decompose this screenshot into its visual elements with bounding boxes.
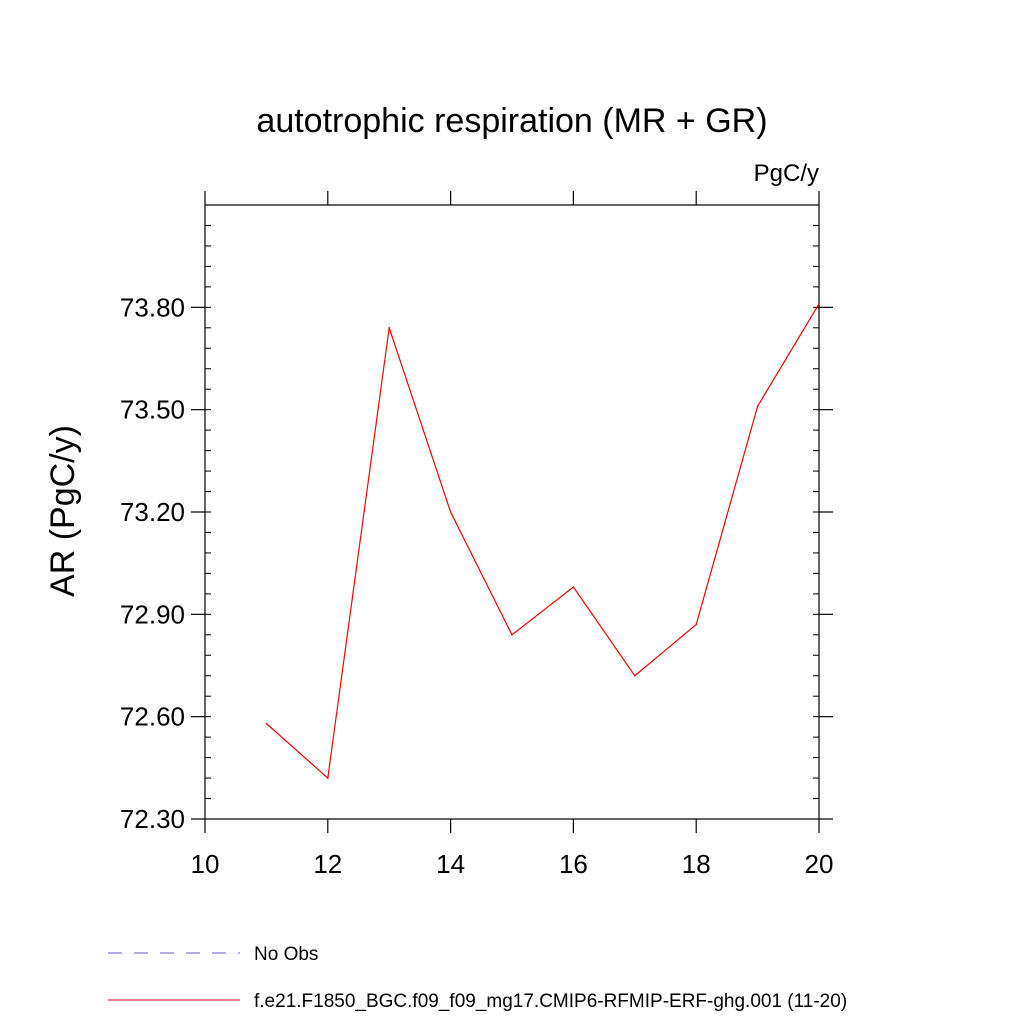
data-point <box>756 405 759 408</box>
y-tick-label: 72.90 <box>120 599 185 629</box>
data-point <box>634 674 636 677</box>
units-label: PgC/y <box>754 160 819 187</box>
legend-label: f.e21.F1850_BGC.f09_f09_mg17.CMIP6-RFMIP… <box>254 991 847 1012</box>
legend: No Obs f.e21.F1850_BGC.f09_f09_mg17.CMIP6… <box>108 944 847 1012</box>
data-point <box>818 303 820 305</box>
chart-title: autotrophic respiration (MR + GR) <box>256 102 767 140</box>
x-tick-label: 18 <box>682 849 711 879</box>
data-point <box>449 511 452 513</box>
legend-label: No Obs <box>254 944 318 965</box>
y-tick-label: 73.20 <box>120 497 185 527</box>
x-tick-label: 12 <box>313 849 342 879</box>
y-tick-label: 73.50 <box>120 395 185 425</box>
x-tick-label: 16 <box>559 849 588 879</box>
tick-labels: 10 12 14 16 18 20 72.30 72.60 72.90 73.20 73.50 73.… <box>120 292 834 879</box>
data-point <box>327 777 329 779</box>
data-point <box>695 623 697 626</box>
y-tick-label: 73.80 <box>120 292 185 322</box>
x-tick-label: 20 <box>805 849 834 879</box>
x-tick-label: 14 <box>436 849 465 879</box>
y-tick-label: 72.60 <box>120 702 185 732</box>
axis-ticks <box>191 191 833 833</box>
plot-frame <box>204 204 820 820</box>
data-point <box>265 722 268 725</box>
data-point <box>388 327 391 329</box>
y-axis-label: AR (PgC/y) <box>44 425 82 597</box>
series-layer <box>265 303 820 780</box>
data-point <box>511 634 513 636</box>
y-tick-label: 72.30 <box>120 804 185 834</box>
series-line <box>266 303 820 780</box>
data-point <box>572 586 575 588</box>
x-tick-label: 10 <box>191 849 220 879</box>
